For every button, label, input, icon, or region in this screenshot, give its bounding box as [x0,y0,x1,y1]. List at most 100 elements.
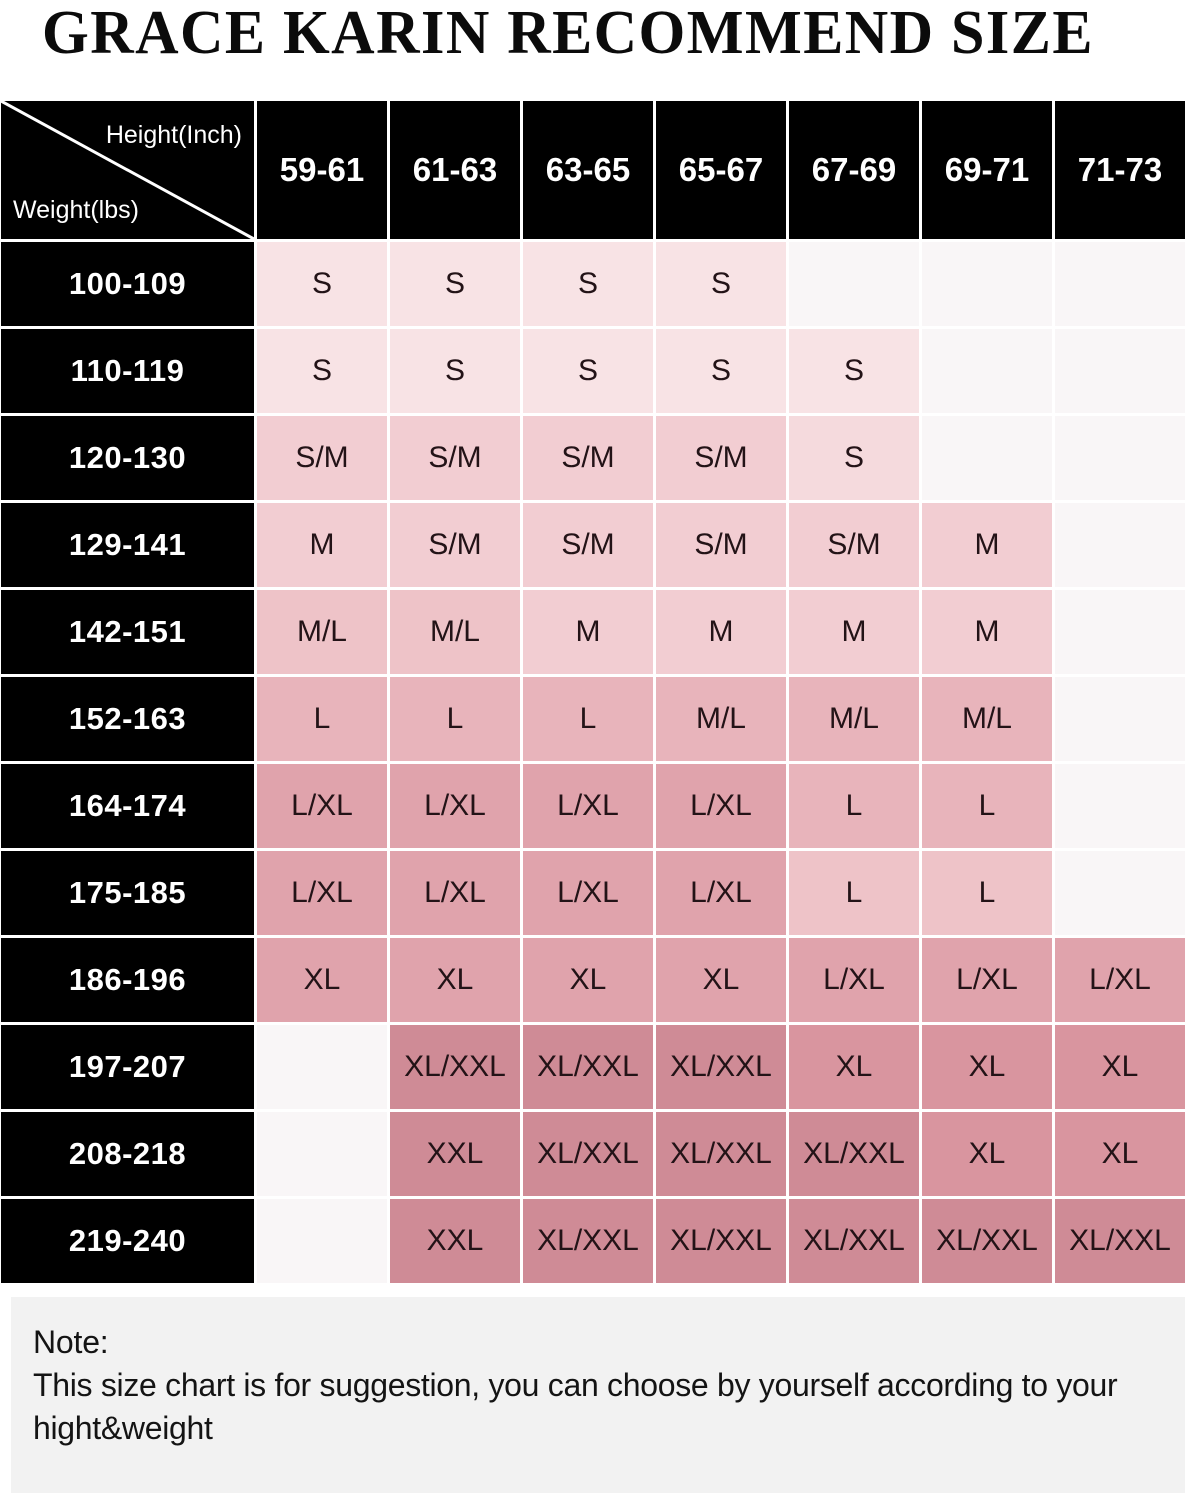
size-cell: L/XL [1055,938,1185,1022]
page-title: GRACE KARIN RECOMMEND SIZE [42,0,1094,67]
size-cell: M [922,590,1052,674]
size-cell: S/M [656,503,786,587]
size-cell: S/M [390,416,520,500]
size-cell: XL [390,938,520,1022]
size-cell: L [922,851,1052,935]
weight-axis-label: Weight(lbs) [13,196,139,224]
size-cell: L/XL [922,938,1052,1022]
size-chart-table-area: Height(Inch) Weight(lbs) 59-61 61-63 63-65… [0,98,1196,1286]
size-cell [1055,329,1185,413]
size-cell: XL/XXL [789,1112,919,1196]
size-cell: S [656,329,786,413]
size-cell: S [789,329,919,413]
size-cell: XL [1055,1025,1185,1109]
size-cell [1055,242,1185,326]
table-row: 100-109 S S S S [1,242,1185,326]
size-cell: S/M [656,416,786,500]
size-cell [1055,851,1185,935]
header-row: Height(Inch) Weight(lbs) 59-61 61-63 63-65… [1,101,1185,239]
size-cell: S [523,242,653,326]
size-cell [1055,764,1185,848]
table-body: 100-109 S S S S 110-119 S S S S S 120-130 S/M S/M S/M S… [1,242,1185,1283]
row-header-152-163: 152-163 [1,677,254,761]
size-cell: XL [922,1025,1052,1109]
table-row: 164-174 L/XL L/XL L/XL L/XL L L [1,764,1185,848]
table-header: Height(Inch) Weight(lbs) 59-61 61-63 63-65… [1,101,1185,239]
note-text: This size chart is for suggestion, you c… [33,1367,1118,1446]
table-row: 129-141 M S/M S/M S/M S/M M [1,503,1185,587]
size-cell [1055,590,1185,674]
size-cell [257,1199,387,1283]
size-cell [1055,416,1185,500]
size-cell: XL/XXL [656,1112,786,1196]
size-cell: L [789,851,919,935]
size-cell: XL [656,938,786,1022]
size-cell [1055,503,1185,587]
size-cell: XXL [390,1112,520,1196]
size-cell: L/XL [656,764,786,848]
size-cell: S [656,242,786,326]
note-box: Note: This size chart is for suggestion,… [11,1297,1185,1493]
size-cell: M/L [656,677,786,761]
size-cell: M [922,503,1052,587]
size-cell: S [390,329,520,413]
size-cell: L/XL [257,851,387,935]
size-cell: XL [922,1112,1052,1196]
size-cell: XL/XXL [523,1025,653,1109]
size-cell: XL [1055,1112,1185,1196]
size-chart-table: Height(Inch) Weight(lbs) 59-61 61-63 63-65… [0,98,1188,1286]
size-cell: S/M [789,503,919,587]
size-cell: L [789,764,919,848]
size-cell: XL [789,1025,919,1109]
row-header-208-218: 208-218 [1,1112,254,1196]
size-cell [922,329,1052,413]
diagonal-divider-icon [1,101,254,239]
table-row: 175-185 L/XL L/XL L/XL L/XL L L [1,851,1185,935]
table-row: 197-207 XL/XXL XL/XXL XL/XXL XL XL XL [1,1025,1185,1109]
size-cell: S [789,416,919,500]
size-cell: M [257,503,387,587]
size-cell: S [257,329,387,413]
table-row: 186-196 XL XL XL XL L/XL L/XL L/XL [1,938,1185,1022]
row-header-142-151: 142-151 [1,590,254,674]
size-cell [922,416,1052,500]
column-header-71-73: 71-73 [1055,101,1185,239]
size-cell: S [390,242,520,326]
size-cell [257,1112,387,1196]
size-cell: XL/XXL [656,1199,786,1283]
row-header-110-119: 110-119 [1,329,254,413]
size-cell: L/XL [257,764,387,848]
size-cell: XL/XXL [523,1112,653,1196]
size-cell: L/XL [789,938,919,1022]
table-row: 152-163 L L L M/L M/L M/L [1,677,1185,761]
note-heading: Note: [33,1324,109,1360]
column-header-59-61: 59-61 [257,101,387,239]
column-header-69-71: 69-71 [922,101,1052,239]
size-cell [789,242,919,326]
size-cell [922,242,1052,326]
size-cell: M/L [257,590,387,674]
size-cell: S/M [523,503,653,587]
size-cell: L [390,677,520,761]
size-cell: M/L [789,677,919,761]
row-header-100-109: 100-109 [1,242,254,326]
size-cell: L [922,764,1052,848]
table-row: 219-240 XXL XL/XXL XL/XXL XL/XXL XL/XXL XL/XXL [1,1199,1185,1283]
row-header-120-130: 120-130 [1,416,254,500]
column-header-67-69: 67-69 [789,101,919,239]
size-cell: M [523,590,653,674]
axis-corner-cell: Height(Inch) Weight(lbs) [1,101,254,239]
size-cell: S/M [390,503,520,587]
size-cell: XL/XXL [523,1199,653,1283]
size-cell: L/XL [523,764,653,848]
size-cell: XL/XXL [390,1025,520,1109]
column-header-61-63: 61-63 [390,101,520,239]
table-row: 208-218 XXL XL/XXL XL/XXL XL/XXL XL XL [1,1112,1185,1196]
size-cell [257,1025,387,1109]
row-header-197-207: 197-207 [1,1025,254,1109]
size-cell: XL [257,938,387,1022]
row-header-175-185: 175-185 [1,851,254,935]
row-header-186-196: 186-196 [1,938,254,1022]
table-row: 120-130 S/M S/M S/M S/M S [1,416,1185,500]
table-row: 142-151 M/L M/L M M M M [1,590,1185,674]
